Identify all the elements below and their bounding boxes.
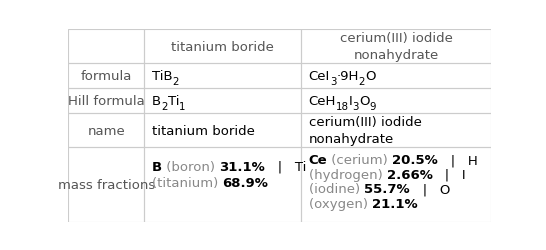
Text: |   O: | O <box>410 183 450 196</box>
Text: 2: 2 <box>161 101 168 111</box>
Bar <box>144 148 301 222</box>
Text: 18: 18 <box>336 101 349 111</box>
Text: 31.1%: 31.1% <box>219 160 265 173</box>
Text: B: B <box>152 160 162 173</box>
Text: CeI: CeI <box>308 70 330 83</box>
Text: (cerium): (cerium) <box>327 154 392 166</box>
Bar <box>68 30 144 64</box>
Bar <box>301 89 491 114</box>
Text: 2.66%: 2.66% <box>387 168 432 181</box>
Text: 1: 1 <box>179 101 186 111</box>
Text: TiB: TiB <box>152 70 173 83</box>
Text: 20.5%: 20.5% <box>392 154 438 166</box>
Text: (iodine): (iodine) <box>308 183 364 196</box>
Text: Ce: Ce <box>308 154 327 166</box>
Text: cerium(III) iodide
nonahydrate: cerium(III) iodide nonahydrate <box>340 32 453 62</box>
Text: Hill formula: Hill formula <box>68 95 145 108</box>
Text: |   I: | I <box>432 168 466 181</box>
Text: titanium boride: titanium boride <box>152 124 255 137</box>
Text: 21.1%: 21.1% <box>372 197 418 210</box>
Text: (hydrogen): (hydrogen) <box>308 168 387 181</box>
Bar <box>144 89 301 114</box>
Bar <box>301 64 491 89</box>
Bar <box>68 64 144 89</box>
Text: 68.9%: 68.9% <box>223 176 269 189</box>
Text: 3: 3 <box>353 101 359 111</box>
Text: ·9H: ·9H <box>336 70 359 83</box>
Text: name: name <box>87 124 125 137</box>
Text: mass fractions: mass fractions <box>58 178 155 192</box>
Text: (boron): (boron) <box>162 160 219 173</box>
Text: |   Ti: | Ti <box>265 160 306 173</box>
Bar <box>144 30 301 64</box>
Text: 55.7%: 55.7% <box>364 183 410 196</box>
Bar <box>301 148 491 222</box>
Bar <box>68 114 144 148</box>
Text: (titanium): (titanium) <box>152 176 223 189</box>
Text: CeH: CeH <box>308 95 336 108</box>
Text: B: B <box>152 95 161 108</box>
Text: formula: formula <box>81 70 132 83</box>
Text: 3: 3 <box>330 76 336 86</box>
Text: 9: 9 <box>370 101 376 111</box>
Text: O: O <box>359 95 370 108</box>
Text: cerium(III) iodide
nonahydrate: cerium(III) iodide nonahydrate <box>308 116 422 146</box>
Text: I: I <box>349 95 353 108</box>
Bar <box>301 30 491 64</box>
Text: titanium boride: titanium boride <box>171 40 274 53</box>
Text: 2: 2 <box>173 76 179 86</box>
Text: Ti: Ti <box>168 95 179 108</box>
Text: O: O <box>365 70 376 83</box>
Text: 2: 2 <box>359 76 365 86</box>
Text: |   H: | H <box>438 154 478 166</box>
Bar <box>68 89 144 114</box>
Bar <box>301 114 491 148</box>
Text: (oxygen): (oxygen) <box>308 197 372 210</box>
Bar <box>144 64 301 89</box>
Bar <box>144 114 301 148</box>
Bar <box>68 148 144 222</box>
